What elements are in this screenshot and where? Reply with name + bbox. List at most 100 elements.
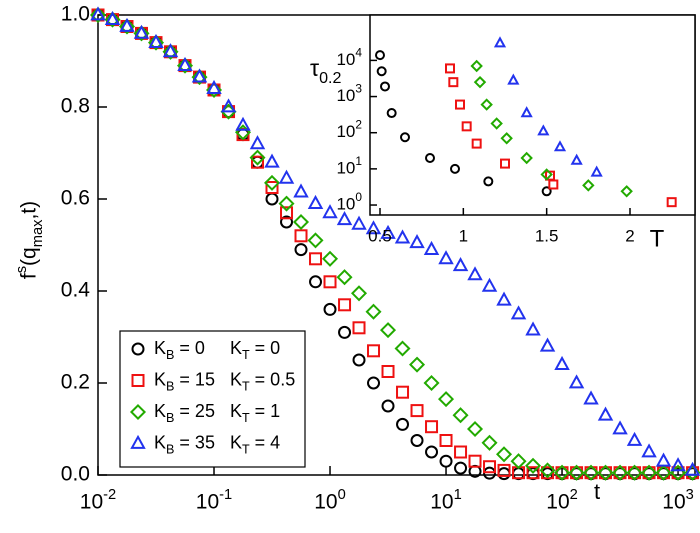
plot-frame [369,14,696,216]
marker [176,57,194,74]
marker [119,17,135,32]
marker [410,404,424,418]
marker [380,81,390,92]
marker [454,461,468,475]
marker [394,229,411,244]
marker [205,81,223,98]
marker [448,77,459,88]
marker [425,445,439,459]
marker [626,431,643,446]
marker [539,337,556,352]
x-tick-label: 1 [459,226,468,245]
marker [612,420,628,435]
legend-marker [131,374,145,387]
marker [249,135,266,150]
marker [386,108,397,119]
marker [568,464,585,481]
marker [322,250,339,267]
marker [376,66,387,77]
marker [438,250,454,265]
marker [309,275,323,289]
marker [367,344,381,358]
marker [352,353,366,367]
marker [307,194,324,209]
marker [235,116,251,131]
marker [626,464,643,481]
marker [280,206,294,220]
marker [423,240,440,255]
marker [365,303,382,320]
marker [400,132,410,143]
marker [251,155,265,169]
x-tick-label: 102 [546,487,578,514]
marker [540,168,553,181]
marker [352,321,366,335]
marker [452,257,469,272]
marker [539,462,556,479]
marker [425,420,439,434]
marker [307,232,324,249]
legend-marker [129,403,147,421]
marker [292,213,310,231]
marker [280,215,294,229]
marker [133,24,150,39]
marker [147,34,165,51]
marker [480,98,493,111]
legend-marker [130,434,146,449]
marker [583,464,600,481]
marker [409,356,426,373]
marker [380,224,396,239]
marker [445,63,455,74]
marker [597,406,614,421]
marker [90,6,106,21]
marker [293,183,309,198]
marker [425,152,435,163]
marker [490,117,503,130]
marker [520,106,533,118]
marker [322,204,338,219]
marker [548,179,559,190]
marker [396,385,410,399]
marker [309,252,323,266]
marker [438,391,455,408]
marker [423,374,440,392]
marker [483,176,494,187]
marker [323,302,337,316]
marker [641,464,658,481]
marker [496,291,512,306]
marker [191,68,208,83]
marker [541,186,552,197]
marker [467,420,484,438]
marker [450,163,460,174]
marker [666,197,677,208]
x-tick-label: 103 [662,487,694,514]
marker [510,453,527,470]
marker [338,325,352,339]
x-axis-label: t [594,479,600,504]
marker [526,466,540,480]
marker [365,220,382,235]
marker [483,460,497,474]
marker [500,158,510,169]
marker [396,417,410,431]
marker [493,36,507,48]
marker [684,461,700,476]
marker [263,174,281,191]
marker [590,165,603,177]
marker [670,457,686,472]
y-axis-label: fs(qmax,t) [14,201,46,279]
marker [507,73,520,85]
y-tick-label: 0.0 [61,463,90,486]
marker [410,434,424,447]
marker [249,149,266,166]
marker [104,11,121,28]
marker [467,266,483,281]
marker [323,275,337,289]
x-tick-label: 101 [430,487,462,514]
marker [264,153,280,168]
marker [294,243,308,257]
marker [470,59,483,73]
marker [655,452,672,467]
marker [496,446,513,463]
marker [104,10,121,25]
